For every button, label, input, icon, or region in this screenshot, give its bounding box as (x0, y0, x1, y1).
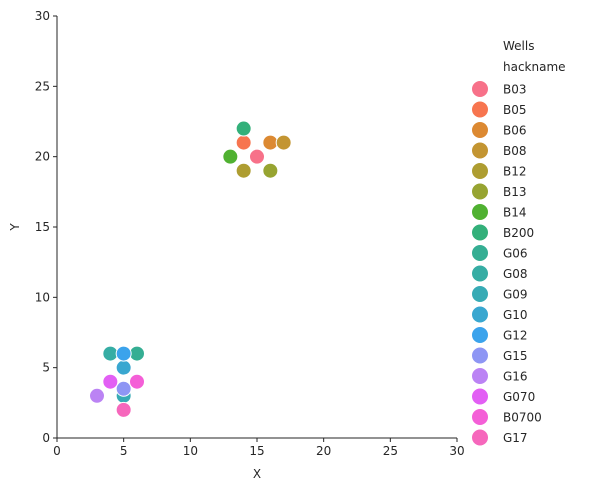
data-point-b200 (235, 120, 252, 137)
legend-marker-g12 (471, 326, 489, 344)
legend-label-g06: G06 (503, 247, 528, 261)
y-axis-label: Y (8, 223, 22, 232)
y-axis-ticks: 0 5 10 15 20 25 30 (35, 9, 57, 445)
legend-items: B03 B05 B06 B08 B12 B13 B14 B200 G06 G08 G09 G10 G12… (471, 80, 542, 447)
legend-label-b08: B08 (503, 144, 527, 158)
data-point-g10 (115, 359, 132, 376)
legend-marker-g070 (471, 387, 489, 406)
data-point-g06 (129, 345, 145, 362)
legend-marker-g17 (471, 428, 489, 447)
y-tick-label: 30 (35, 9, 50, 23)
data-point-b0700 (129, 373, 145, 390)
x-tick-label: 30 (449, 444, 464, 458)
data-point-b14 (222, 148, 239, 165)
y-tick-label: 15 (35, 220, 50, 234)
x-tick-label: 0 (53, 444, 61, 458)
data-point-g15 (115, 380, 132, 397)
legend-label-g17: G17 (503, 431, 528, 445)
legend-label-g15: G15 (503, 349, 528, 363)
legend-label-g12: G12 (503, 329, 528, 343)
legend-marker-b13 (471, 182, 489, 201)
data-points (89, 120, 292, 418)
legend-marker-g16 (471, 367, 489, 385)
data-point-g070 (102, 373, 119, 390)
legend: Wells hackname B03 B05 B06 B08 B12 B13 B14 B200… (471, 39, 566, 447)
legend-marker-b08 (471, 141, 489, 160)
legend-marker-b14 (471, 203, 489, 221)
y-tick-label: 20 (35, 150, 50, 164)
data-point-b06 (262, 134, 279, 151)
legend-marker-b05 (471, 100, 489, 119)
legend-label-g16: G16 (503, 370, 528, 384)
data-point-b12 (235, 162, 252, 179)
legend-label-b200: B200 (503, 226, 534, 240)
data-point-b08 (275, 134, 292, 151)
data-point-g16 (89, 387, 105, 404)
legend-marker-b200 (471, 223, 489, 242)
legend-label-b03: B03 (503, 83, 527, 97)
y-tick-label: 5 (42, 361, 50, 375)
y-tick-label: 0 (42, 431, 50, 445)
legend-marker-b12 (471, 162, 489, 180)
data-point-g08 (102, 345, 119, 362)
legend-marker-g08 (471, 264, 489, 283)
legend-label-b06: B06 (503, 124, 527, 138)
data-point-b03 (249, 148, 265, 165)
x-tick-label: 10 (183, 444, 198, 458)
legend-label-g09: G09 (503, 288, 528, 302)
plot-area: 0 5 10 15 20 25 30 0 5 10 15 20 25 30 X Y (8, 9, 465, 481)
x-axis-label: X (253, 467, 261, 481)
data-point-g17 (115, 401, 132, 418)
legend-label-g10: G10 (503, 308, 528, 322)
y-tick-label: 25 (35, 79, 50, 93)
data-point-b13 (262, 162, 279, 179)
y-tick-label: 10 (35, 290, 50, 304)
x-axis-ticks: 0 5 10 15 20 25 30 (53, 438, 465, 458)
legend-label-b0700: B0700 (503, 411, 542, 425)
legend-marker-b06 (471, 121, 489, 139)
legend-label-b05: B05 (503, 103, 527, 117)
data-point-g12 (115, 345, 132, 362)
data-point-b05 (235, 134, 252, 151)
legend-label-g070: G070 (503, 390, 535, 404)
legend-marker-g09 (471, 285, 489, 303)
x-tick-label: 25 (383, 444, 398, 458)
legend-label-g08: G08 (503, 267, 528, 281)
legend-label-b12: B12 (503, 165, 527, 179)
legend-marker-g10 (471, 305, 489, 324)
legend-label-b13: B13 (503, 185, 527, 199)
legend-marker-g06 (471, 244, 489, 262)
legend-label-b14: B14 (503, 206, 527, 220)
x-tick-label: 15 (249, 444, 264, 458)
legend-marker-b0700 (471, 408, 489, 426)
legend-marker-b03 (471, 80, 489, 98)
x-tick-label: 5 (120, 444, 128, 458)
legend-title: Wells (503, 39, 534, 53)
legend-marker-g15 (471, 346, 489, 365)
legend-subtitle: hackname (503, 60, 566, 74)
x-tick-label: 20 (316, 444, 331, 458)
